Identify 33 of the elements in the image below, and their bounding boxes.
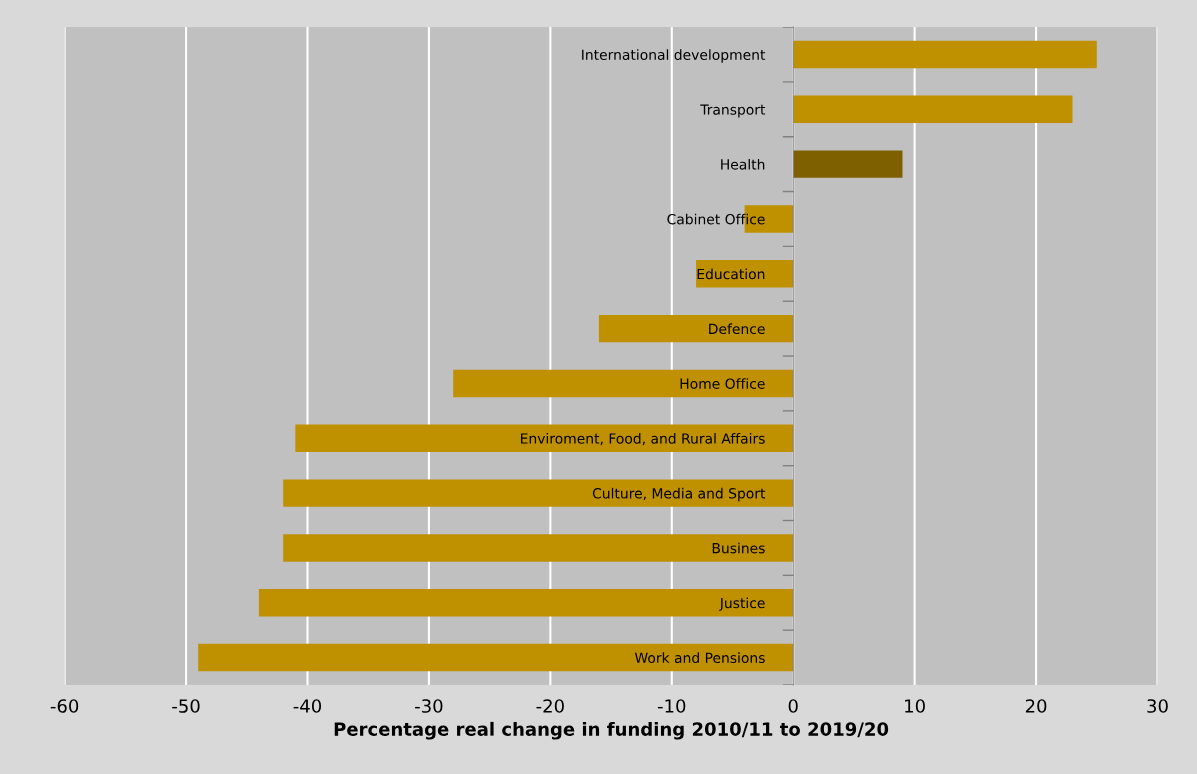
bar [453, 369, 794, 398]
bar [793, 40, 1097, 69]
x-tick-label: 0 [788, 699, 798, 713]
bar [793, 95, 1073, 124]
x-tick-label: 20 [1025, 699, 1047, 713]
y-tick-label: Culture, Media and Sport [592, 487, 766, 502]
x-tick-label: -50 [172, 699, 200, 713]
bar [258, 589, 794, 617]
bar [793, 150, 903, 178]
x-tick-label: 30 [1147, 699, 1168, 713]
y-tick-label: Education [697, 268, 765, 280]
x-tick-label: 10 [905, 699, 925, 713]
bar [283, 534, 794, 562]
y-tick-label: Defence [709, 323, 765, 335]
x-tick-label: -40 [293, 699, 322, 713]
bar [696, 260, 794, 288]
x-tick-label: -20 [536, 699, 564, 713]
y-tick-label: International development [582, 49, 766, 63]
x-tick-label: -10 [657, 699, 686, 713]
bar [198, 643, 794, 672]
bar [295, 424, 794, 452]
x-tick-label: -60 [50, 699, 79, 713]
y-tick-label: Health [721, 158, 765, 170]
x-axis-title: Percentage real change in funding 2010/11 to 2019/20 [334, 721, 889, 740]
y-tick-label: Busines [712, 542, 765, 554]
y-tick-label: Home Office [680, 378, 765, 389]
y-tick-label: Transport [700, 104, 766, 118]
y-tick-label: Justice [719, 597, 765, 611]
bar [598, 314, 794, 343]
y-tick-label: Work and Pensions [634, 652, 765, 664]
y-tick-label: Enviroment, Food, and Rural Affairs [521, 433, 765, 446]
bar [283, 479, 794, 507]
x-tick-label: -30 [415, 699, 443, 713]
